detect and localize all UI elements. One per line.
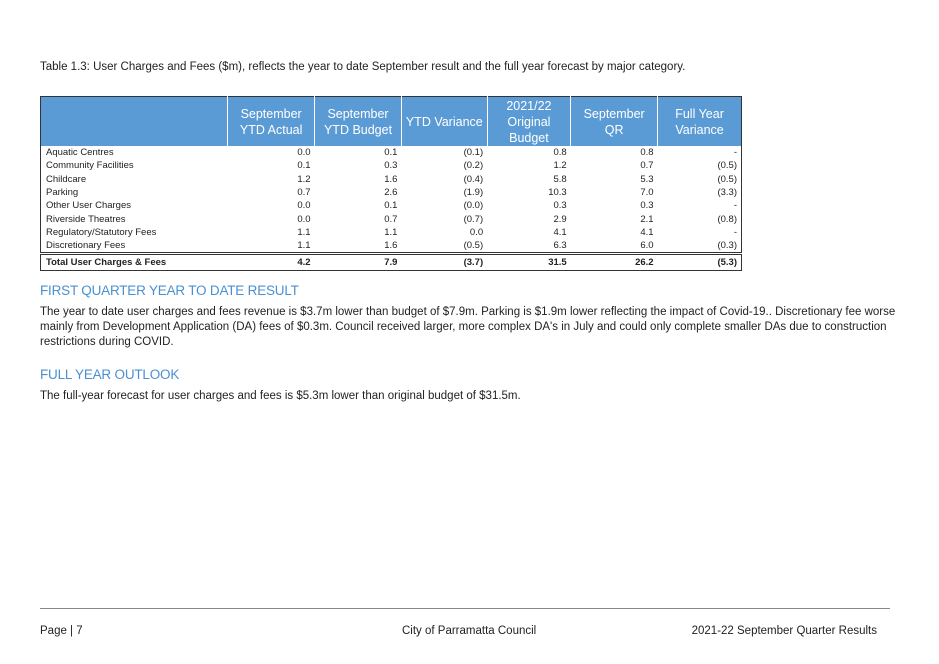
table-row: Regulatory/Statutory Fees 1.1 1.1 0.0 4.1 4.1… (41, 226, 742, 239)
table-row: Riverside Theatres 0.0 0.7 (0.7) 2.9 2.1 (0.8) (41, 212, 742, 225)
row-value: 5.3 (640, 173, 654, 185)
row-value: 4.2 (227, 252, 315, 271)
row-value: (3.3) (717, 187, 737, 199)
row-value: (0.5) (463, 240, 484, 252)
row-value: 1.2 (553, 160, 567, 172)
row-value: (5.3) (657, 252, 742, 271)
row-value: 31.5 (487, 252, 571, 271)
row-value: 0.0 (297, 200, 311, 212)
row-value: 0.8 (640, 147, 654, 159)
row-value: 0.7 (297, 187, 311, 199)
row-value: (3.7) (401, 252, 488, 271)
row-value: 0.0 (469, 226, 484, 238)
row-value: 10.3 (548, 187, 567, 199)
header-ytd-variance: YTD Variance (401, 96, 488, 146)
row-value: 7.9 (314, 252, 402, 271)
row-value: (0.4) (463, 173, 484, 185)
table-row: Aquatic Centres 0.0 0.1 (0.1) 0.8 0.8 - (41, 146, 742, 159)
row-value: 0.3 (384, 160, 398, 172)
row-value: 0.7 (384, 213, 398, 225)
table-row: Other User Charges 0.0 0.1 (0.0) 0.3 0.3 - (41, 199, 742, 212)
row-value: (0.5) (717, 173, 737, 185)
row-value: - (733, 147, 737, 159)
row-value: 0.1 (384, 200, 398, 212)
header-ytd-actual: September YTD Actual (227, 96, 316, 146)
row-value: 1.1 (297, 240, 311, 252)
row-value: 0.1 (297, 160, 311, 172)
row-value: 0.0 (297, 213, 311, 225)
header-ytd-budget: September YTD Budget (314, 96, 402, 146)
row-label: Regulatory/Statutory Fees (46, 226, 157, 238)
row-value: 0.3 (640, 200, 654, 212)
row-value: 2.6 (384, 187, 398, 199)
row-value: (0.3) (717, 240, 737, 252)
section-text-full-year-outlook: The full-year forecast for user charges … (40, 390, 521, 402)
row-value: 0.8 (553, 147, 567, 159)
row-label: Riverside Theatres (46, 213, 126, 225)
header-blank (40, 96, 229, 146)
row-value: 0.3 (553, 200, 567, 212)
footer-divider (40, 608, 890, 609)
footer-organisation: City of Parramatta Council (402, 625, 537, 637)
row-value: 4.1 (640, 226, 654, 238)
row-value: 1.1 (297, 226, 311, 238)
row-value: (0.0) (463, 200, 484, 212)
section-heading-full-year-outlook: FULL YEAR OUTLOOK (40, 367, 180, 382)
row-value: 6.0 (640, 240, 654, 252)
row-value: (0.2) (463, 160, 484, 172)
row-value: 4.1 (553, 226, 567, 238)
row-value: 0.7 (640, 160, 654, 172)
row-value: - (733, 200, 737, 212)
row-value: 0.1 (384, 147, 398, 159)
row-label: Childcare (46, 173, 87, 185)
row-value: 2.9 (553, 213, 567, 225)
row-value: 5.8 (553, 173, 567, 185)
table-total-row: Total User Charges & Fees 4.2 7.9 (3.7) 31.5… (40, 252, 742, 271)
row-value: 1.6 (384, 240, 398, 252)
header-september-qr: September QR (570, 96, 659, 146)
row-value: (1.9) (463, 187, 484, 199)
footer-page-number: Page | 7 (40, 625, 83, 637)
row-value: 0.0 (297, 147, 311, 159)
header-original-budget: 2021/22 Original Budget (487, 96, 572, 146)
row-value: 1.1 (384, 226, 398, 238)
table-caption: Table 1.3: User Charges and Fees ($m), r… (40, 61, 686, 73)
table-row: Parking 0.7 2.6 (1.9) 10.3 7.0 (3.3) (41, 186, 742, 199)
footer-report-title: 2021-22 September Quarter Results (691, 625, 877, 637)
row-value: 26.2 (570, 252, 658, 271)
row-label: Total User Charges & Fees (40, 252, 228, 271)
table-header-row: September YTD Actual September YTD Budge… (40, 96, 742, 146)
header-full-year-variance: Full Year Variance (657, 96, 742, 146)
row-label: Discretionary Fees (46, 240, 126, 252)
row-value: - (733, 226, 737, 238)
row-value: (0.8) (717, 213, 737, 225)
table-row: Childcare 1.2 1.6 (0.4) 5.8 5.3 (0.5) (41, 173, 742, 186)
user-charges-table: September YTD Actual September YTD Budge… (40, 96, 742, 272)
row-label: Community Facilities (46, 160, 134, 172)
section-text-ytd-result: The year to date user charges and fees r… (40, 306, 896, 348)
row-value: 6.3 (553, 240, 567, 252)
row-value: (0.7) (463, 213, 484, 225)
table-row: Discretionary Fees 1.1 1.6 (0.5) 6.3 6.0 (0.3) (41, 239, 742, 254)
row-label: Parking (46, 187, 79, 199)
row-value: 2.1 (640, 213, 654, 225)
row-value: 1.6 (384, 173, 398, 185)
table-row: Community Facilities 0.1 0.3 (0.2) 1.2 0.7 (0.… (41, 159, 742, 172)
row-value: (0.5) (717, 160, 737, 172)
row-value: 7.0 (640, 187, 654, 199)
row-value: (0.1) (463, 147, 484, 159)
row-label: Other User Charges (46, 200, 132, 212)
section-heading-ytd-result: FIRST QUARTER YEAR TO DATE RESULT (40, 283, 299, 298)
row-value: 1.2 (297, 173, 311, 185)
row-label: Aquatic Centres (46, 147, 114, 159)
